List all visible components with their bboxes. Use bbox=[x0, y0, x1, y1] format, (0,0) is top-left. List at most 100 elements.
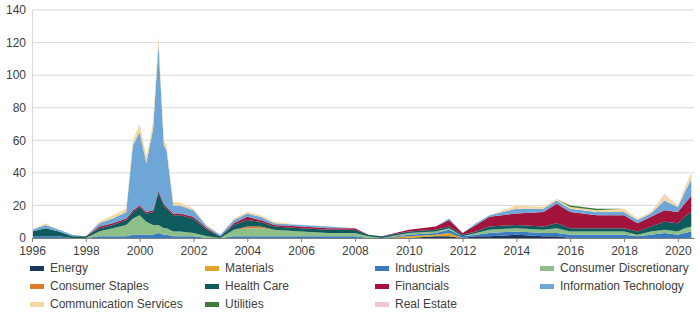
x-tick: 2000 bbox=[127, 238, 154, 258]
legend-label: Real Estate bbox=[395, 297, 457, 311]
x-tick-label: 2006 bbox=[288, 244, 315, 258]
grid-line bbox=[32, 10, 694, 11]
x-tick-label: 2018 bbox=[611, 244, 638, 258]
grid-line bbox=[32, 75, 694, 76]
x-axis-line bbox=[33, 238, 695, 239]
x-tick-mark bbox=[247, 238, 248, 242]
legend-label: Energy bbox=[50, 261, 88, 275]
x-tick-mark bbox=[678, 238, 679, 242]
y-tick-label: 140 bbox=[6, 3, 26, 17]
x-tick: 2016 bbox=[557, 238, 584, 258]
legend-swatch bbox=[375, 284, 389, 289]
x-tick: 2006 bbox=[288, 238, 315, 258]
x-tick-label: 2010 bbox=[396, 244, 423, 258]
legend-label: Utilities bbox=[225, 297, 264, 311]
legend-item: Utilities bbox=[205, 297, 264, 311]
x-tick-label: 2002 bbox=[181, 244, 208, 258]
legend-swatch bbox=[375, 302, 389, 307]
area bbox=[32, 36, 691, 236]
x-tick: 2012 bbox=[450, 238, 477, 258]
x-tick: 2004 bbox=[234, 238, 261, 258]
y-axis: 020406080100120140 bbox=[6, 3, 33, 245]
plot-area bbox=[32, 36, 691, 238]
area bbox=[32, 44, 691, 236]
x-tick-label: 2014 bbox=[504, 244, 531, 258]
x-tick-mark bbox=[624, 238, 625, 242]
legend-swatch bbox=[30, 284, 44, 289]
x-tick: 1998 bbox=[73, 238, 100, 258]
legend-swatch bbox=[30, 266, 44, 271]
legend-item: Materials bbox=[205, 261, 274, 275]
x-tick-mark bbox=[463, 238, 464, 242]
legend-label: Health Care bbox=[225, 279, 289, 293]
x-tick: 2020 bbox=[665, 238, 692, 258]
y-tick-label: 40 bbox=[13, 166, 27, 180]
x-axis: 1996 1998 2000 2002 2004 2006 2008 2010 2012 2014… bbox=[19, 238, 694, 258]
y-tick-label: 60 bbox=[13, 134, 27, 148]
legend-item: Consumer Staples bbox=[30, 279, 149, 293]
y-tick: 40 bbox=[13, 166, 32, 180]
grid-line bbox=[32, 107, 694, 108]
x-tick-mark bbox=[516, 238, 517, 242]
legend-swatch bbox=[205, 284, 219, 289]
legend-swatch bbox=[540, 266, 554, 271]
legend-swatch bbox=[30, 302, 44, 307]
x-tick-mark bbox=[570, 238, 571, 242]
x-tick-label: 2012 bbox=[450, 244, 477, 258]
x-tick-label: 1996 bbox=[19, 244, 46, 258]
x-tick-label: 2020 bbox=[665, 244, 692, 258]
y-tick: 100 bbox=[6, 68, 32, 82]
x-tick: 2018 bbox=[611, 238, 638, 258]
x-tick-label: 1998 bbox=[73, 244, 100, 258]
x-tick: 2014 bbox=[504, 238, 531, 258]
legend-label: Financials bbox=[395, 279, 449, 293]
legend-swatch bbox=[205, 302, 219, 307]
legend-label: Information Technology bbox=[560, 279, 684, 293]
legend-label: Consumer Discretionary bbox=[560, 261, 689, 275]
legend-item: Financials bbox=[375, 279, 449, 293]
legend-label: Consumer Staples bbox=[50, 279, 149, 293]
y-tick-label: 20 bbox=[13, 199, 27, 213]
x-tick: 2010 bbox=[396, 238, 423, 258]
y-tick: 120 bbox=[6, 36, 32, 50]
grid-line bbox=[32, 140, 694, 141]
legend-label: Materials bbox=[225, 261, 274, 275]
legend-swatch bbox=[375, 266, 389, 271]
legend: Energy Materials Industrials Consumer Discr… bbox=[30, 261, 689, 311]
y-tick: 20 bbox=[13, 199, 32, 213]
y-tick: 80 bbox=[13, 101, 32, 115]
legend-label: Communication Services bbox=[50, 297, 183, 311]
legend-item: Energy bbox=[30, 261, 88, 275]
x-tick-mark bbox=[355, 238, 356, 242]
y-tick: 60 bbox=[13, 134, 32, 148]
x-tick-mark bbox=[193, 238, 194, 242]
legend-label: Industrials bbox=[395, 261, 450, 275]
x-tick-mark bbox=[409, 238, 410, 242]
x-tick-label: 2000 bbox=[127, 244, 154, 258]
legend-item: Industrials bbox=[375, 261, 450, 275]
x-tick-mark bbox=[140, 238, 141, 242]
y-tick-label: 80 bbox=[13, 101, 27, 115]
area bbox=[32, 36, 691, 236]
x-tick-label: 2008 bbox=[342, 244, 369, 258]
legend-item: Consumer Discretionary bbox=[540, 261, 689, 275]
y-tick: 140 bbox=[6, 3, 32, 17]
legend-item: Communication Services bbox=[30, 297, 183, 311]
grid bbox=[32, 10, 694, 238]
x-tick-mark bbox=[301, 238, 302, 242]
x-tick-mark bbox=[32, 238, 33, 242]
grid-line bbox=[32, 42, 694, 43]
chart-container: 0204060801001201401996199820002002200420… bbox=[0, 0, 700, 314]
y-tick-label: 120 bbox=[6, 36, 26, 50]
x-tick-mark bbox=[86, 238, 87, 242]
x-tick-label: 2004 bbox=[234, 244, 261, 258]
x-tick-label: 2016 bbox=[557, 244, 584, 258]
legend-item: Health Care bbox=[205, 279, 289, 293]
x-tick: 1996 bbox=[19, 238, 46, 258]
area bbox=[32, 36, 691, 236]
y-axis-line bbox=[32, 11, 33, 239]
legend-item: Information Technology bbox=[540, 279, 684, 293]
x-tick: 2008 bbox=[342, 238, 369, 258]
chart-svg: 0204060801001201401996199820002002200420… bbox=[0, 0, 700, 314]
legend-swatch bbox=[205, 266, 219, 271]
